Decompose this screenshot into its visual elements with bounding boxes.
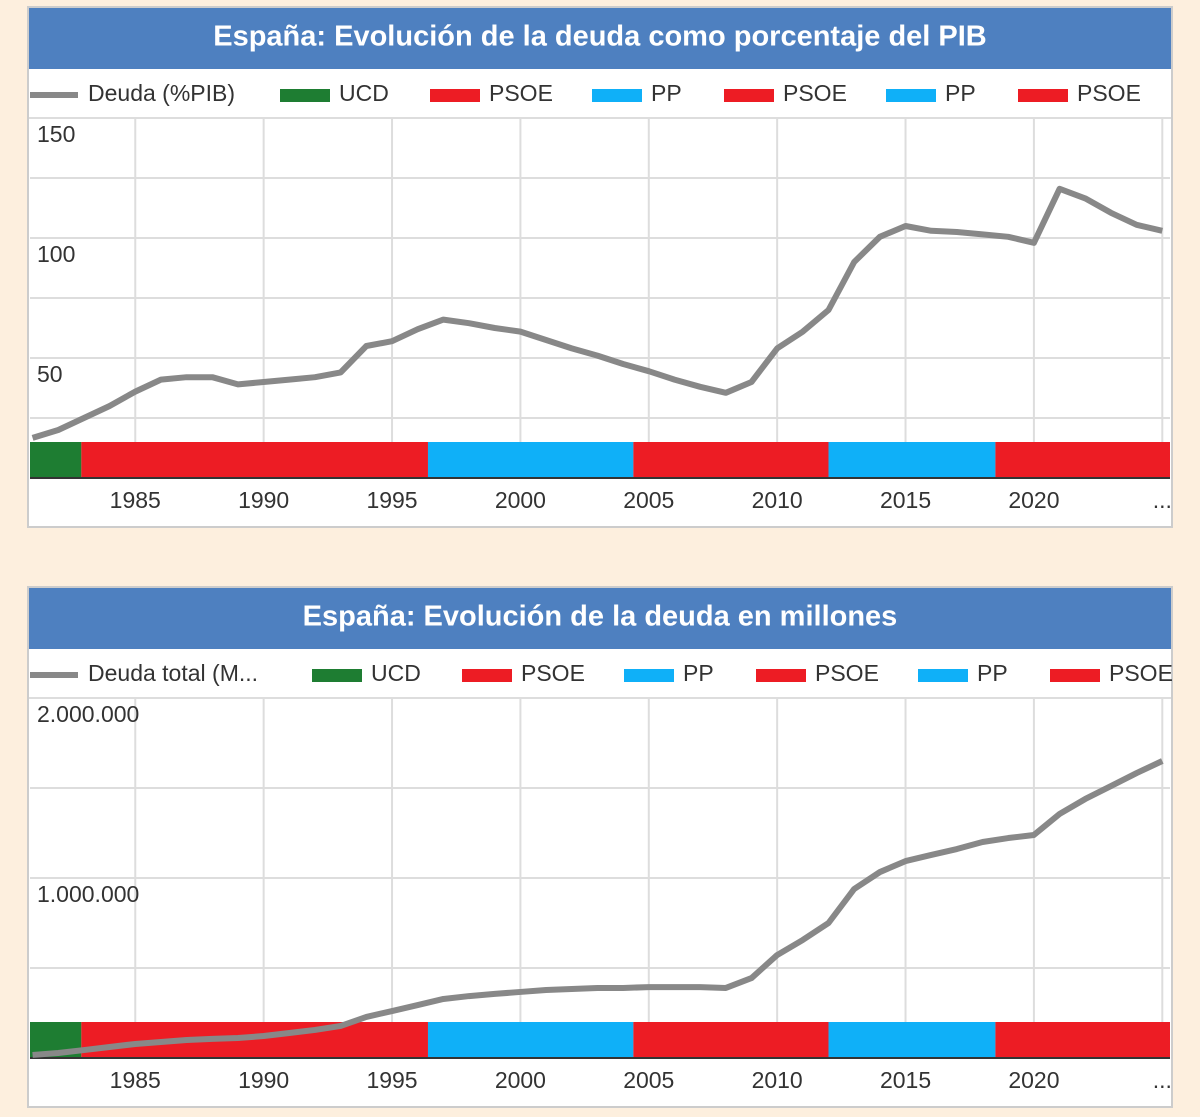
legend-label: PP [683,660,714,686]
title-bar [29,8,1171,69]
legend-swatch [724,89,774,102]
legend-label: PSOE [1109,660,1173,686]
x-tick-label: 2005 [623,487,674,513]
government-band [427,442,634,478]
government-band [995,442,1170,478]
title-bar [29,588,1171,649]
chart-title: España: Evolución de la deuda como porce… [213,21,987,53]
legend-label: PSOE [1077,80,1141,106]
x-tick-label: 2010 [752,1067,803,1093]
legend-swatch [430,89,480,102]
government-band [995,1022,1170,1058]
legend-swatch [756,669,806,682]
chart: España: Evolución de la deuda en millone… [27,586,1173,1108]
legend-swatch [624,669,674,682]
chart-title: España: Evolución de la deuda en millone… [303,601,898,633]
x-tick-label: ... [1153,487,1172,513]
government-band [828,1022,996,1058]
y-tick-label: 100 [37,241,75,267]
data-line [31,185,1163,441]
legend-label: PSOE [489,80,553,106]
data-line [32,758,1164,1058]
x-tick-label: 2015 [880,487,931,513]
y-tick-label: 150 [37,121,75,147]
x-tick-label: 1985 [110,487,161,513]
legend-label: Deuda total (M... [88,660,258,686]
legend-label: UCD [339,80,389,106]
chart: España: Evolución de la deuda como porce… [27,6,1173,528]
legend-label: PP [651,80,682,106]
x-tick-label: 1990 [238,1067,289,1093]
legend-swatch [1018,89,1068,102]
legend-swatch [280,89,330,102]
x-tick-label: 1995 [366,1067,417,1093]
y-tick-label: 1.000.000 [37,881,139,907]
legend-swatch [592,89,642,102]
x-tick-label: 2020 [1008,487,1059,513]
legend-swatch [462,669,512,682]
chart-frame [27,586,1173,1108]
legend-swatch [1050,669,1100,682]
legend-label: UCD [371,660,421,686]
legend-label: PP [945,80,976,106]
government-band [427,1022,634,1058]
legend-label: PP [977,660,1008,686]
legend-label: PSOE [521,660,585,686]
government-band [633,442,829,478]
legend-label: Deuda (%PIB) [88,80,235,106]
government-band [30,442,82,478]
government-band [81,1022,428,1058]
legend-swatch [918,669,968,682]
x-tick-label: 2015 [880,1067,931,1093]
x-tick-label: 2000 [495,487,546,513]
x-tick-label: 2020 [1008,1067,1059,1093]
x-tick-label: 1995 [366,487,417,513]
government-band [81,442,428,478]
legend-label: PSOE [815,660,879,686]
x-tick-label: ... [1153,1067,1172,1093]
x-tick-label: 2000 [495,1067,546,1093]
x-tick-label: 1990 [238,487,289,513]
x-tick-label: 2005 [623,1067,674,1093]
government-band [828,442,996,478]
y-tick-label: 50 [37,361,63,387]
x-tick-label: 2010 [752,487,803,513]
y-tick-label: 2.000.000 [37,701,139,727]
government-band [633,1022,829,1058]
legend-swatch [886,89,936,102]
legend-label: PSOE [783,80,847,106]
x-tick-label: 1985 [110,1067,161,1093]
legend-swatch [312,669,362,682]
